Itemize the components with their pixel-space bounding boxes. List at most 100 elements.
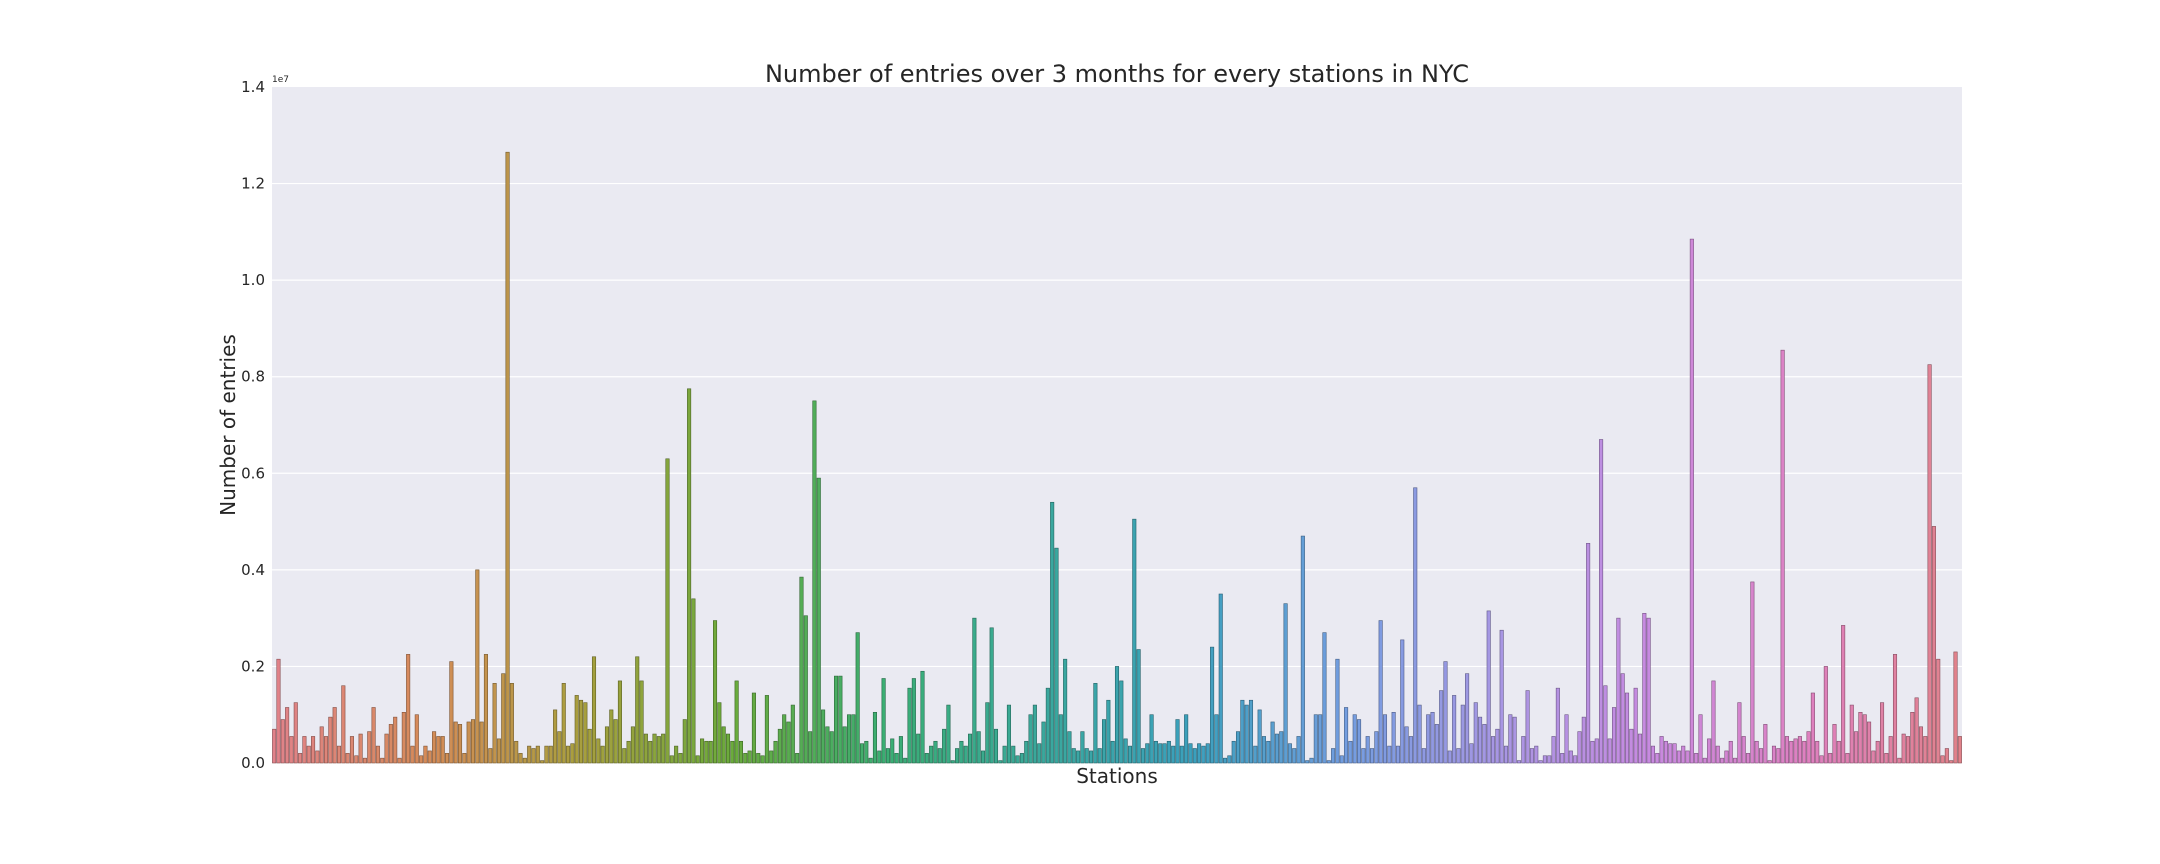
bar (1784, 736, 1789, 764)
bar (483, 654, 488, 764)
y-offset-label: 1e7 (272, 75, 289, 85)
bar (1936, 658, 1941, 764)
bar (1227, 755, 1232, 764)
bar (738, 740, 743, 764)
bar (1244, 704, 1249, 764)
bar (1439, 690, 1444, 764)
bar (773, 740, 778, 764)
bar (1771, 745, 1777, 764)
bar (1516, 760, 1521, 764)
bar (812, 400, 817, 764)
bar (989, 627, 994, 764)
bar (1106, 699, 1111, 764)
bar (280, 719, 285, 764)
bar (682, 719, 687, 764)
bar (1456, 748, 1461, 764)
bar (1114, 666, 1120, 764)
bar (1153, 740, 1158, 764)
bar (1210, 646, 1215, 764)
bar (1486, 610, 1491, 764)
plot-background (272, 87, 1962, 763)
bar (285, 707, 290, 764)
bar (375, 745, 380, 764)
bar (553, 709, 558, 764)
bar (825, 726, 830, 764)
bar (311, 736, 316, 764)
bar (972, 617, 977, 764)
bar (1335, 658, 1340, 764)
bar (730, 740, 735, 764)
bar (1728, 740, 1733, 764)
bar (1750, 581, 1755, 764)
bar (1071, 748, 1076, 764)
bar (1015, 755, 1020, 764)
bar (1897, 757, 1902, 764)
bar (1421, 748, 1426, 764)
bar (1789, 740, 1794, 764)
bar (838, 675, 843, 764)
bar (349, 736, 354, 764)
bar (1274, 733, 1279, 764)
bar (323, 736, 329, 764)
bar (1413, 487, 1418, 764)
bar (968, 733, 973, 764)
y-tick-label: 1.2 (241, 175, 265, 193)
bar (1188, 743, 1193, 764)
bar (859, 743, 865, 764)
bar (799, 576, 804, 764)
bar (1499, 629, 1504, 764)
bar (1058, 714, 1063, 764)
bar (566, 745, 571, 764)
bar (293, 702, 298, 764)
bar (942, 728, 947, 764)
bar (1733, 757, 1738, 764)
bar (1084, 748, 1089, 764)
bar (1037, 743, 1042, 764)
bar (1417, 704, 1422, 764)
bar (635, 656, 640, 764)
bar (1434, 724, 1439, 764)
bar (751, 692, 756, 764)
bar (834, 675, 839, 764)
bar (315, 750, 320, 764)
bar (1841, 625, 1846, 764)
bar (1888, 736, 1893, 764)
bar (872, 711, 877, 764)
bar (1931, 526, 1936, 764)
bar (1365, 736, 1370, 764)
bar (1162, 743, 1167, 764)
bar (1491, 736, 1496, 764)
bar (639, 680, 644, 764)
bar (708, 740, 713, 764)
bar (665, 458, 670, 764)
bar (1404, 726, 1409, 764)
bar (808, 731, 813, 764)
bar (1858, 711, 1863, 764)
bar (1452, 695, 1457, 764)
bar (1555, 687, 1560, 764)
y-tick-label: 0.4 (241, 561, 265, 579)
bar (1309, 757, 1314, 764)
bar (1603, 685, 1608, 764)
bar (1737, 702, 1742, 764)
bar (1054, 547, 1059, 764)
bar (1810, 692, 1815, 764)
bar (1378, 620, 1383, 764)
bar (842, 726, 847, 764)
bar (1205, 743, 1210, 764)
bar (998, 760, 1003, 764)
bar (276, 658, 281, 764)
bar (790, 704, 795, 764)
bar (1192, 748, 1197, 764)
bar (1110, 740, 1115, 764)
bar (548, 745, 553, 764)
bar (963, 745, 968, 764)
bar (1495, 728, 1500, 764)
y-tick-label: 1.4 (241, 78, 265, 96)
bar (1746, 753, 1751, 764)
bar (1465, 673, 1470, 764)
bar (1573, 755, 1578, 764)
bar (700, 738, 705, 764)
bar (1659, 736, 1664, 764)
y-tick-label: 0.8 (241, 368, 265, 386)
